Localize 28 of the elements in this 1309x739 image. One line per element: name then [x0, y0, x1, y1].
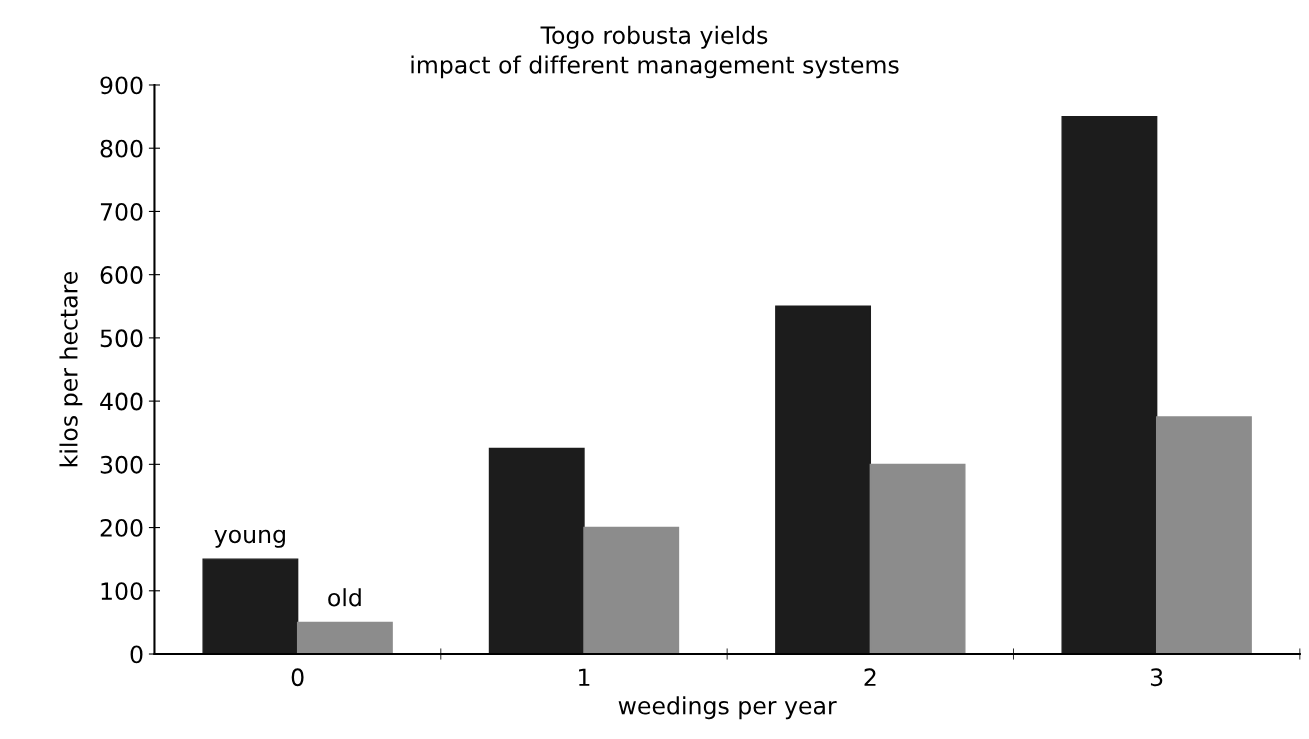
y-tick-label: 0	[130, 645, 143, 664]
y-tick-label: 200	[100, 519, 143, 537]
x-tick-label: 3	[1150, 668, 1163, 687]
bar	[775, 305, 872, 655]
y-axis-title: kilos per hectare	[59, 271, 83, 467]
bar	[1155, 416, 1252, 655]
chart-subtitle: impact of different management systems	[411, 55, 899, 79]
y-tick-label: 800	[100, 139, 143, 158]
y-tick-label: 900	[100, 76, 143, 95]
bar	[488, 447, 585, 655]
y-tick-label: 400	[100, 392, 143, 411]
x-tick-label: 2	[864, 668, 876, 686]
series-label: young	[214, 529, 285, 548]
series-label: old	[328, 588, 361, 607]
bar	[202, 558, 299, 655]
x-tick-label: 1	[579, 668, 590, 686]
y-tick-label: 600	[100, 266, 143, 284]
bar	[296, 621, 393, 655]
y-tick-label: 500	[100, 329, 143, 348]
y-tick-label: 300	[100, 455, 143, 474]
bar	[1061, 115, 1158, 655]
bar	[583, 526, 680, 655]
chart-title: Togo robusta yields	[540, 25, 768, 49]
x-axis-title: weedings per year	[618, 696, 837, 720]
y-tick-label: 700	[100, 202, 143, 221]
y-tick-label: 100	[101, 582, 143, 601]
bar	[869, 463, 966, 655]
x-tick-label: 0	[291, 668, 304, 687]
